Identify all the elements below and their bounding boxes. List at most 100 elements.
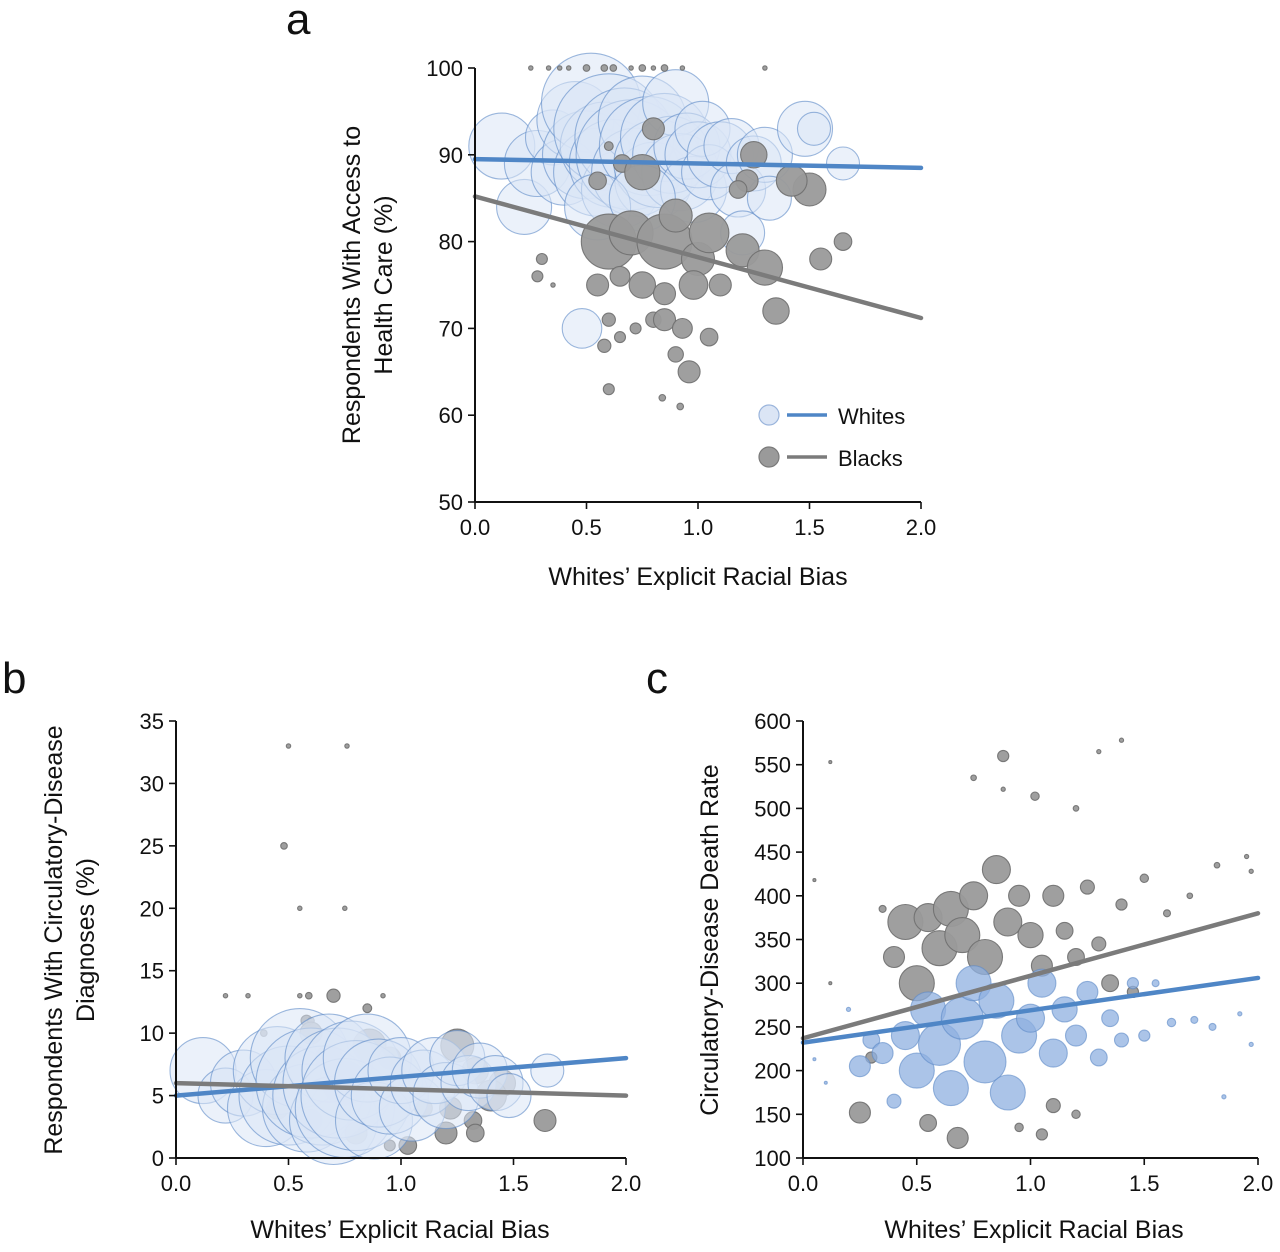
point-blacks-b-0 bbox=[285, 743, 292, 749]
point-blacks-c-41 bbox=[1014, 1122, 1024, 1133]
point-blacks-a-8 bbox=[638, 64, 647, 72]
y-tick-label-a-4: 90 bbox=[439, 143, 463, 168]
point-blacks-c-21 bbox=[1055, 921, 1074, 940]
regression-lines-b bbox=[173, 1055, 629, 1098]
x-tick-label-a-1: 0.5 bbox=[571, 515, 602, 540]
point-blacks-a-55 bbox=[775, 164, 808, 197]
point-blacks-b-6 bbox=[245, 992, 251, 999]
x-tick-label-c-4: 2.0 bbox=[1243, 1171, 1274, 1196]
point-blacks-c-23 bbox=[1079, 879, 1095, 895]
point-blacks-c-24 bbox=[1091, 936, 1107, 952]
y-tick-label-a-2: 70 bbox=[439, 316, 463, 341]
point-blacks-c-18 bbox=[1017, 921, 1044, 949]
point-blacks-c-25 bbox=[1101, 974, 1120, 993]
y-tick-label-a-0: 50 bbox=[439, 490, 463, 515]
point-blacks-a-49 bbox=[531, 270, 544, 283]
point-blacks-a-45 bbox=[602, 383, 615, 396]
x-tick-label-c-1: 0.5 bbox=[901, 1171, 932, 1196]
x-tick-label-b-1: 0.5 bbox=[273, 1171, 304, 1196]
point-blacks-c-20 bbox=[1042, 884, 1065, 907]
point-blacks-a-38 bbox=[652, 308, 677, 332]
point-blacks-a-23 bbox=[688, 212, 730, 254]
point-blacks-c-3 bbox=[848, 1101, 871, 1124]
panel-b: b 0 5 10 15 20 25 30 35 0.0 0.5 1.0 1.5 2.0 Whites’ … bbox=[2, 654, 641, 1244]
y-tick-label-b-4: 20 bbox=[140, 896, 164, 921]
x-tick-label-a-3: 1.5 bbox=[794, 515, 825, 540]
point-blacks-c-32 bbox=[1243, 853, 1250, 860]
point-whites-c-2 bbox=[845, 1006, 852, 1013]
x-tick-label-b-2: 1.0 bbox=[386, 1171, 417, 1196]
point-blacks-a-12 bbox=[762, 65, 768, 71]
point-whites-a-37 bbox=[796, 111, 832, 146]
point-blacks-c-2 bbox=[828, 981, 833, 986]
point-whites-c-34 bbox=[1237, 1011, 1243, 1017]
point-blacks-a-35 bbox=[601, 312, 616, 327]
panel-letter-b: b bbox=[2, 654, 26, 703]
point-whites-c-24 bbox=[1089, 1048, 1108, 1067]
point-whites-c-20 bbox=[1038, 1038, 1068, 1068]
point-blacks-a-7 bbox=[628, 65, 634, 71]
legend: Whites Blacks bbox=[758, 404, 905, 471]
point-blacks-b-9 bbox=[326, 988, 341, 1003]
x-tick-label-b-3: 1.5 bbox=[498, 1171, 529, 1196]
point-blacks-a-50 bbox=[535, 252, 548, 266]
y-tick-label-c-5: 350 bbox=[754, 928, 791, 953]
point-blacks-c-1 bbox=[812, 878, 817, 883]
regression-line-whites-b bbox=[173, 1055, 629, 1098]
panel-letter-a: a bbox=[286, 0, 311, 44]
point-blacks-c-37 bbox=[1118, 737, 1125, 743]
point-blacks-c-35 bbox=[1030, 791, 1040, 801]
point-blacks-a-27 bbox=[833, 232, 853, 251]
point-whites-a-39 bbox=[561, 308, 603, 349]
point-blacks-c-12 bbox=[944, 917, 981, 954]
axes-c: 100 150 200 250 300 350 400 450 500 550 600 0.0 0.5 1… bbox=[754, 709, 1273, 1196]
point-blacks-a-47 bbox=[676, 402, 685, 411]
point-blacks-a-43 bbox=[667, 346, 684, 363]
point-blacks-a-13 bbox=[603, 141, 614, 152]
point-blacks-c-40 bbox=[1035, 1128, 1049, 1141]
point-blacks-a-14 bbox=[588, 171, 607, 191]
x-tick-label-a-0: 0.0 bbox=[460, 515, 491, 540]
y-axis-title-a-line1: Respondents With Access to bbox=[338, 126, 366, 444]
legend-whites-label: Whites bbox=[838, 404, 905, 429]
point-blacks-c-46 bbox=[1072, 805, 1080, 812]
point-blacks-c-31 bbox=[1213, 861, 1221, 869]
regression-line-blacks-a bbox=[472, 194, 924, 321]
point-whites-c-6 bbox=[886, 1093, 902, 1109]
point-blacks-b-5 bbox=[222, 992, 229, 999]
point-whites-c-16 bbox=[989, 1074, 1026, 1111]
point-blacks-a-53 bbox=[658, 198, 693, 233]
point-blacks-a-52 bbox=[624, 154, 661, 191]
point-blacks-b-7 bbox=[297, 992, 303, 999]
point-blacks-a-36 bbox=[629, 322, 642, 335]
point-whites-c-5 bbox=[871, 1042, 894, 1065]
point-whites-c-32 bbox=[1208, 1022, 1217, 1031]
point-blacks-a-11 bbox=[679, 65, 686, 71]
y-tick-label-c-3: 250 bbox=[754, 1015, 791, 1040]
point-blacks-b-3 bbox=[297, 905, 303, 912]
point-blacks-a-41 bbox=[597, 338, 612, 353]
point-blacks-a-10 bbox=[660, 64, 669, 72]
point-blacks-c-26 bbox=[1115, 898, 1128, 911]
point-blacks-b-8 bbox=[304, 991, 313, 1000]
point-blacks-a-26 bbox=[809, 247, 833, 271]
axes-b: 0 5 10 15 20 25 30 35 0.0 0.5 1.0 1.5 2.0 bbox=[140, 709, 642, 1196]
point-blacks-c-17 bbox=[1008, 884, 1031, 907]
point-blacks-c-28 bbox=[1139, 873, 1150, 884]
y-tick-label-c-8: 500 bbox=[754, 796, 791, 821]
x-tick-label-c-3: 1.5 bbox=[1129, 1171, 1160, 1196]
legend-blacks-label: Blacks bbox=[838, 446, 903, 471]
y-tick-label-b-0: 0 bbox=[152, 1146, 164, 1171]
y-tick-label-c-6: 400 bbox=[754, 884, 791, 909]
point-blacks-a-39 bbox=[671, 317, 693, 339]
regression-lines-a bbox=[472, 156, 924, 321]
y-tick-label-c-9: 550 bbox=[754, 753, 791, 778]
point-whites-c-1 bbox=[823, 1080, 828, 1085]
point-blacks-c-38 bbox=[946, 1126, 969, 1149]
point-blacks-b-4 bbox=[342, 905, 348, 912]
y-tick-label-c-7: 450 bbox=[754, 840, 791, 865]
point-blacks-a-28 bbox=[586, 273, 610, 297]
point-blacks-b-31 bbox=[465, 1123, 485, 1143]
point-blacks-a-31 bbox=[652, 282, 677, 306]
y-axis-title-b-line1: Respondents With Circulatory-Disease bbox=[40, 725, 68, 1154]
